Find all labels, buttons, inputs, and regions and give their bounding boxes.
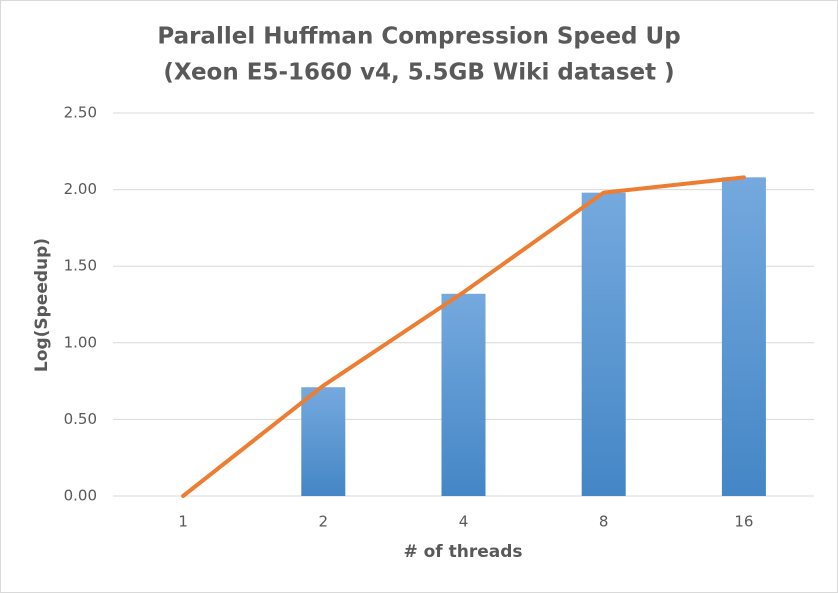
bar: [301, 387, 346, 496]
x-tick-label: 16: [734, 513, 753, 531]
bar: [441, 293, 486, 496]
bar: [581, 192, 626, 496]
chart-title: Parallel Huffman Compression Speed Up: [157, 24, 680, 50]
y-tick-label: 1.50: [64, 257, 97, 275]
x-axis-title: # of threads: [403, 542, 522, 562]
chart-subtitle: (Xeon E5-1660 v4, 5.5GB Wiki dataset ): [163, 60, 674, 86]
line: [181, 175, 746, 498]
bar: [721, 177, 766, 496]
y-axis-title: Log(Speedup): [32, 238, 52, 372]
y-tick-label: 2.50: [64, 104, 97, 122]
x-tick-label: 2: [319, 513, 329, 531]
x-tick-label: 4: [459, 513, 469, 531]
y-tick-label: 0.50: [64, 410, 97, 428]
y-tick-label: 0.00: [64, 487, 97, 505]
x-tick-label: 1: [178, 513, 188, 531]
x-tick-label: 8: [599, 513, 609, 531]
y-tick-label: 2.00: [64, 180, 97, 198]
y-tick-label: 1.00: [64, 333, 97, 351]
